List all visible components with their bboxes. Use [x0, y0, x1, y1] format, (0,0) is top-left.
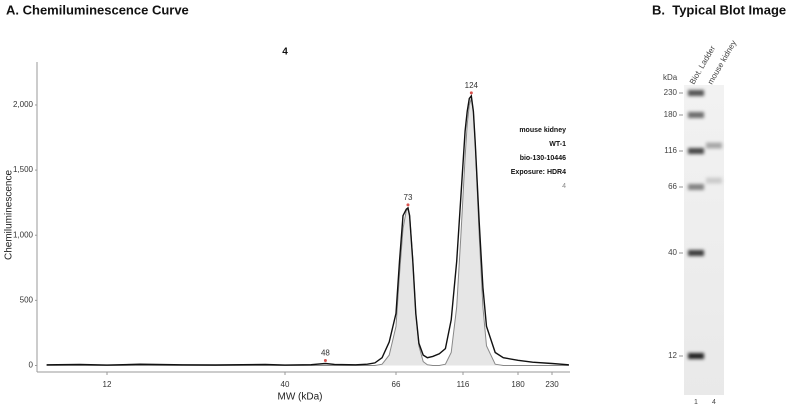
- peak-marker: [406, 203, 410, 207]
- peak-label: 48: [321, 349, 330, 358]
- mw-tick-label: 116: [664, 146, 677, 155]
- band: [688, 250, 704, 256]
- peak-marker: [323, 359, 327, 363]
- lane-number: 1: [694, 399, 698, 406]
- mw-tick-label: 66: [668, 182, 677, 191]
- mw-tick-label: 180: [664, 110, 678, 119]
- band: [688, 148, 704, 154]
- line: [46, 98, 569, 366]
- y-tick-label: 0: [29, 361, 34, 370]
- y-axis-title: Chemiluminescence: [4, 170, 15, 260]
- lane-number: 4: [712, 399, 716, 406]
- mw-tick-label: 40: [668, 248, 677, 257]
- y-tick-label: 1,500: [13, 165, 34, 174]
- annotation: 4: [562, 183, 566, 190]
- band: [688, 353, 704, 359]
- band: [688, 112, 704, 118]
- line: [46, 94, 569, 366]
- blot-background: [684, 85, 724, 395]
- peak-marker: [469, 91, 473, 95]
- band: [688, 90, 704, 96]
- y-tick-label: 500: [20, 295, 34, 304]
- y-tick-label: 1,000: [13, 230, 34, 239]
- blot-title: B. Typical Blot Image: [652, 2, 786, 17]
- band: [688, 184, 704, 190]
- annotation: bio-130-10446: [520, 155, 566, 162]
- x-tick-label: 230: [545, 380, 559, 389]
- peak-label: 73: [404, 193, 413, 202]
- x-tick-label: 180: [511, 380, 525, 389]
- x-tick-label: 12: [103, 380, 112, 389]
- band: [706, 142, 722, 149]
- x-tick-label: 116: [457, 380, 470, 389]
- annotation: mouse kidney: [519, 127, 566, 134]
- chart-subtitle: 4: [282, 47, 288, 58]
- annotation: Exposure: HDR4: [511, 169, 566, 176]
- x-tick-label: 66: [392, 380, 401, 389]
- mw-tick-label: 230: [664, 88, 678, 97]
- x-axis-title: MW (kDa): [278, 392, 323, 403]
- x-tick-label: 40: [281, 380, 290, 389]
- y-tick-label: 2,000: [13, 100, 34, 109]
- chart-title: A. Chemiluminescence Curve: [6, 2, 189, 17]
- mw-tick-label: 12: [668, 351, 677, 360]
- annotation: WT-1: [549, 141, 566, 148]
- peak-label: 124: [465, 81, 479, 90]
- band: [706, 177, 722, 184]
- blot-unit: kDa: [663, 73, 678, 82]
- area: [46, 98, 569, 366]
